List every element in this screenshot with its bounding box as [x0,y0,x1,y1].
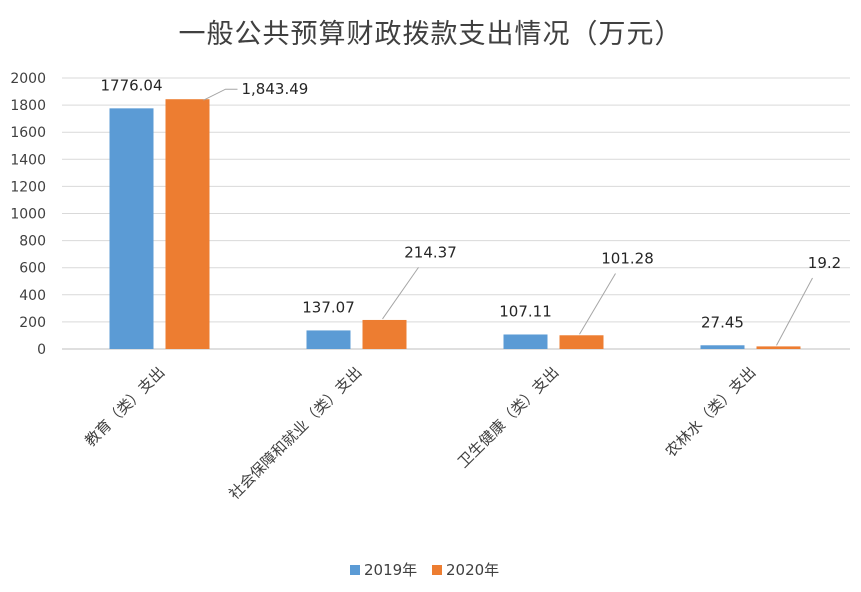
legend: 2019年 2020年 [350,561,499,579]
legend-label: 2019年 [364,561,417,579]
y-tick-label: 1200 [10,179,46,195]
bar-2019-1 [306,330,351,349]
leader-line [579,273,616,335]
legend-swatch [432,565,442,575]
bar-2019-2 [503,334,548,349]
data-labels: 1776.04 1,843.49 137.07 214.37 107.11 101.28 2… [100,76,841,331]
legend-label: 2020年 [446,561,499,579]
category-label: 社会保障和就业（类）支出 [225,363,365,503]
legend-swatch [350,565,360,575]
category-label: 农林水（类）支出 [662,363,760,461]
bar-2020-1 [362,319,407,349]
chart-title: 一般公共预算财政拨款支出情况（万元） [178,19,683,50]
y-axis-ticks: 0 200 400 600 800 1000 1200 1400 1600 1800 2000 [10,71,46,358]
data-label: 214.37 [404,243,457,261]
y-tick-label: 1600 [10,125,46,141]
data-label: 1,843.49 [242,80,309,98]
bar-2019-0 [109,108,154,349]
y-tick-label: 200 [19,315,46,331]
y-tick-label: 400 [19,288,46,304]
category-label: 教育（类）支出 [81,363,168,450]
data-label: 27.45 [701,313,744,331]
data-label: 19.2 [808,254,841,272]
bar-2020-0 [165,99,210,349]
data-label: 137.07 [302,298,355,316]
y-tick-label: 2000 [10,71,46,87]
bar-2020-3 [756,346,801,349]
y-tick-label: 1800 [10,98,46,114]
bars [109,99,801,349]
category-label: 卫生健康（类）支出 [454,363,562,471]
bar-2020-2 [559,335,604,349]
category-labels: 教育（类）支出 社会保障和就业（类）支出 卫生健康（类）支出 农林水（类）支出 [81,363,759,503]
y-tick-label: 1400 [10,152,46,168]
leader-line [776,277,813,346]
leader-line [203,88,238,101]
y-tick-label: 600 [19,261,46,277]
data-label: 107.11 [499,302,552,320]
y-tick-label: 1000 [10,207,46,223]
y-tick-label: 800 [19,234,46,250]
bar-2019-3 [700,345,745,349]
data-label: 101.28 [601,250,654,268]
y-tick-label: 0 [37,342,46,358]
leader-line [382,267,419,320]
leader-lines [203,88,813,346]
data-label: 1776.04 [100,76,162,94]
